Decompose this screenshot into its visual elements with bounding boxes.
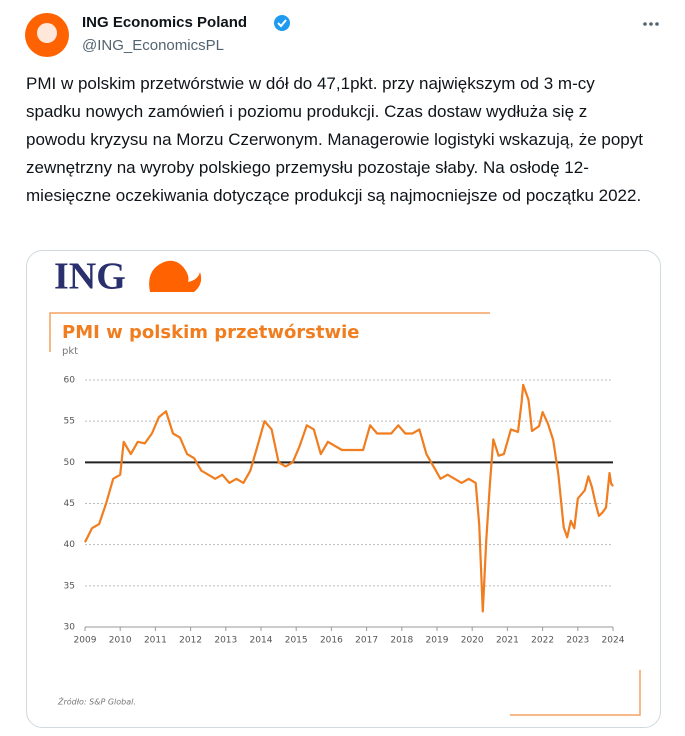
y-tick-label: 60: [64, 376, 76, 386]
x-tick-label: 2015: [285, 636, 308, 646]
verified-check: [277, 19, 287, 28]
y-tick-label: 40: [64, 540, 76, 550]
y-tick-label: 30: [64, 623, 76, 633]
x-tick-label: 2016: [320, 636, 343, 646]
x-tick-label: 2020: [461, 636, 484, 646]
x-tick-label: 2014: [250, 636, 273, 646]
handle[interactable]: @ING_EconomicsPL: [82, 37, 224, 54]
y-tick-label: 45: [64, 499, 75, 509]
frame-bottom: [510, 670, 641, 716]
x-tick-label: 2021: [496, 636, 519, 646]
x-tick-label: 2013: [214, 636, 237, 646]
logo-text: ING: [54, 256, 126, 298]
y-tick-label: 55: [64, 417, 75, 427]
y-tick-label: 35: [64, 581, 75, 591]
more-menu[interactable]: [643, 22, 659, 26]
line-series: [84, 383, 614, 613]
tweet-text: PMI w polskim przetwórstwie w dół do 47,…: [26, 74, 643, 205]
logo-lion: [149, 260, 202, 292]
y-axis-label: pkt: [62, 346, 78, 357]
x-tick-label: 2011: [144, 636, 167, 646]
x-tick-label: 2019: [426, 636, 449, 646]
chart-title: PMI w polskim przetwórstwie: [62, 322, 360, 343]
x-tick-label: 2010: [109, 636, 132, 646]
verified-badge: [274, 15, 290, 31]
x-tick-label: 2012: [179, 636, 202, 646]
x-tick-label: 2017: [355, 636, 378, 646]
y-tick-label: 50: [64, 458, 76, 468]
x-tick-label: 2018: [390, 636, 413, 646]
source: Źródło: S&P Global.: [57, 696, 136, 707]
media-card[interactable]: [26, 250, 661, 728]
x-tick-label: 2022: [531, 636, 554, 646]
frame-top: [49, 312, 490, 352]
author[interactable]: ING Economics Poland: [82, 14, 247, 31]
x-tick-label: 2024: [602, 636, 625, 646]
x-tick-label: 2023: [566, 636, 589, 646]
x-tick-label: 2009: [74, 636, 97, 646]
avatar-lion: [37, 23, 57, 43]
